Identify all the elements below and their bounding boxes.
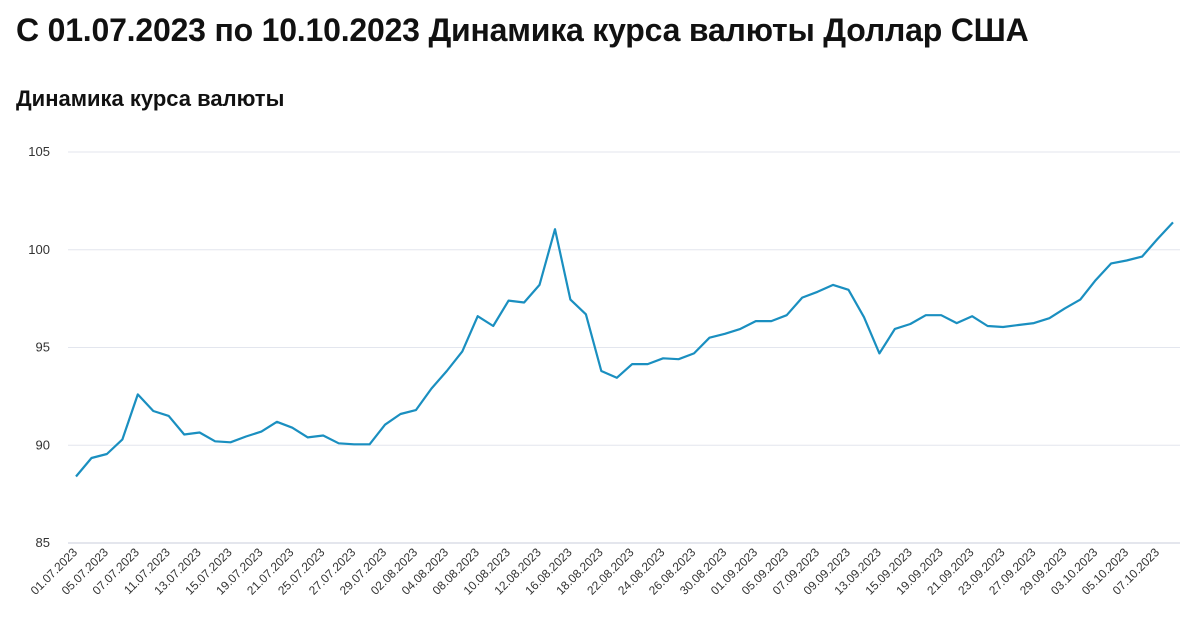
series-line — [75, 221, 1174, 478]
grid — [68, 151, 1180, 544]
line-chart: 85 90 95 100 105 01.07.202305.07.202307.07.2… — [28, 144, 1180, 598]
y-tick-label: 100 — [28, 242, 50, 257]
page-title: С 01.07.2023 по 10.10.2023 Динамика курс… — [16, 12, 1029, 48]
chart-title: Динамика курса валюты — [16, 86, 285, 111]
y-tick-label: 90 — [36, 437, 50, 452]
y-tick-label: 105 — [28, 144, 50, 159]
y-tick-label: 85 — [36, 535, 50, 550]
y-axis: 85 90 95 100 105 — [28, 144, 50, 550]
x-axis: 01.07.202305.07.202307.07.202311.07.2023… — [28, 545, 1163, 598]
y-tick-label: 95 — [36, 340, 50, 355]
